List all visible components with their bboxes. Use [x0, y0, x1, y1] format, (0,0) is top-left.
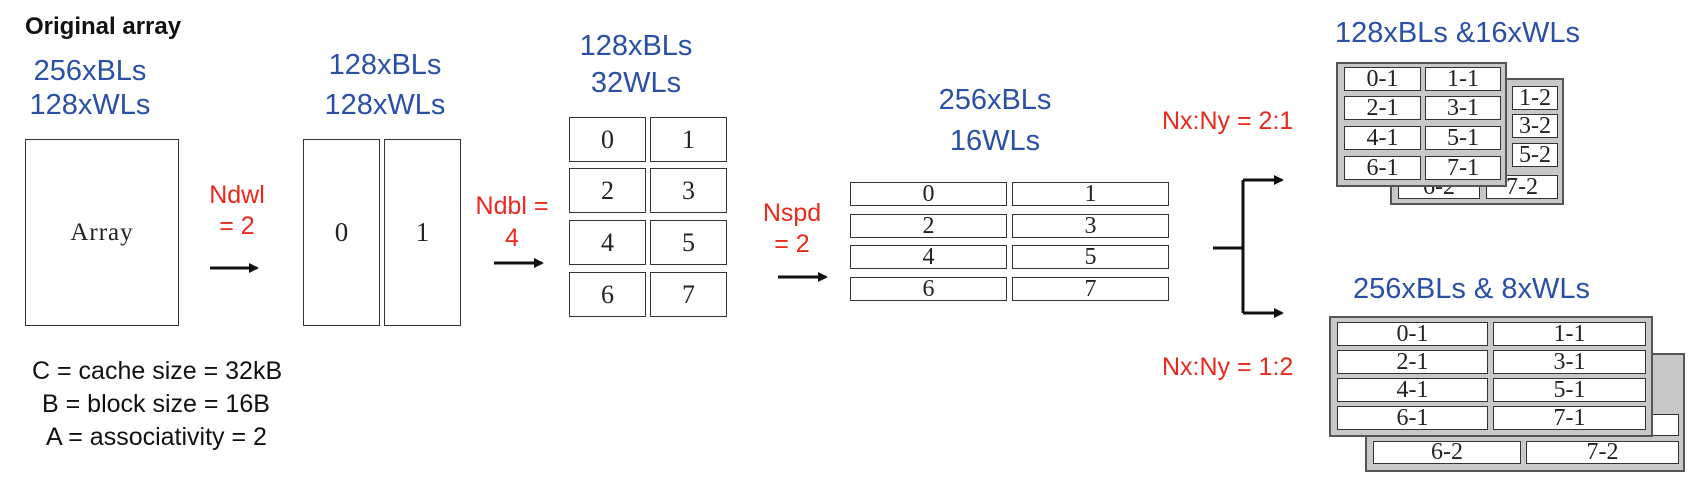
- variant-a-front-cell: 3-1: [1425, 95, 1501, 121]
- step3-row-5: 5: [1012, 244, 1169, 270]
- step3-bls-label: 256xBLs: [938, 84, 1052, 116]
- variant-a-front-cell: 7-1: [1425, 155, 1501, 181]
- original-wls-label: 128xWLs: [29, 89, 151, 121]
- step3-row-3: 3: [1012, 213, 1169, 239]
- step1-subarray-0: 0: [303, 139, 380, 326]
- step3-row-1: 1: [1012, 181, 1169, 207]
- variant-b-front-cell: 4-1: [1337, 377, 1488, 403]
- nspd-value: = 2: [774, 230, 810, 258]
- step2-subarray-0: 0: [569, 117, 646, 162]
- step2-subarray-2: 2: [569, 168, 646, 213]
- step2-subarray-4: 4: [569, 220, 646, 265]
- variant-a-front-cell: 2-1: [1344, 95, 1421, 121]
- step2-subarray-1: 1: [650, 117, 727, 162]
- variant-a-ratio: Nx:Ny = 2:1: [1162, 107, 1294, 135]
- param-cache-size: C = cache size = 32kB: [32, 357, 283, 385]
- step1-bls-label: 128xBLs: [328, 49, 442, 81]
- variant-a-back-cell: 1-2: [1512, 85, 1558, 111]
- ndbl-label: Ndbl =: [475, 192, 549, 220]
- variant-b-front-cell: 0-1: [1337, 321, 1488, 347]
- step3-row-4: 4: [850, 244, 1007, 270]
- diagram-title: Original array: [25, 13, 182, 40]
- step2-bls-label: 128xBLs: [579, 30, 693, 62]
- original-array-box: Array: [25, 139, 179, 326]
- ndwl-label: Ndwl: [209, 181, 265, 209]
- variant-a-back-cell: 5-2: [1512, 142, 1558, 168]
- variant-a-title: 128xBLs &16xWLs: [1335, 17, 1581, 49]
- variant-a-back-cell: 3-2: [1512, 113, 1558, 139]
- variant-a-front-cell: 5-1: [1425, 125, 1501, 151]
- step1-wls-label: 128xWLs: [324, 89, 446, 121]
- variant-a-front-cell: 4-1: [1344, 125, 1421, 151]
- ndwl-value: = 2: [219, 212, 255, 240]
- step3-row-7: 7: [1012, 276, 1169, 302]
- step1-subarray-1: 1: [384, 139, 461, 326]
- variant-a-front-cell: 0-1: [1344, 66, 1421, 92]
- step3-wls-label: 16WLs: [949, 125, 1041, 157]
- step3-row-0: 0: [850, 181, 1007, 207]
- variant-b-front-cell: 3-1: [1493, 349, 1646, 375]
- variant-b-front-cell: 2-1: [1337, 349, 1488, 375]
- variant-b-back-cell: 7-2: [1526, 439, 1679, 465]
- step2-subarray-6: 6: [569, 272, 646, 317]
- step3-row-6: 6: [850, 276, 1007, 302]
- param-block-size: B = block size = 16B: [42, 390, 270, 418]
- variant-a-front-cell: 6-1: [1344, 155, 1421, 181]
- variant-b-front-cell: 7-1: [1493, 405, 1646, 431]
- variant-b-front-cell: 1-1: [1493, 321, 1646, 347]
- nspd-label: Nspd: [762, 199, 822, 227]
- step3-row-2: 2: [850, 213, 1007, 239]
- branch-connector: [1213, 175, 1284, 318]
- variant-b-back-cell: 6-2: [1373, 439, 1521, 465]
- original-bls-label: 256xBLs: [33, 55, 147, 87]
- variant-b-front-cell: 6-1: [1337, 405, 1488, 431]
- step2-subarray-3: 3: [650, 168, 727, 213]
- param-associativity: A = associativity = 2: [46, 423, 267, 451]
- variant-b-title: 256xBLs & 8xWLs: [1353, 273, 1590, 305]
- variant-b-ratio: Nx:Ny = 1:2: [1162, 353, 1294, 381]
- step2-subarray-5: 5: [650, 220, 727, 265]
- ndbl-value: 4: [505, 224, 519, 252]
- step2-wls-label: 32WLs: [590, 67, 682, 99]
- variant-b-front-cell: 5-1: [1493, 377, 1646, 403]
- step2-subarray-7: 7: [650, 272, 727, 317]
- variant-a-front-cell: 1-1: [1425, 66, 1501, 92]
